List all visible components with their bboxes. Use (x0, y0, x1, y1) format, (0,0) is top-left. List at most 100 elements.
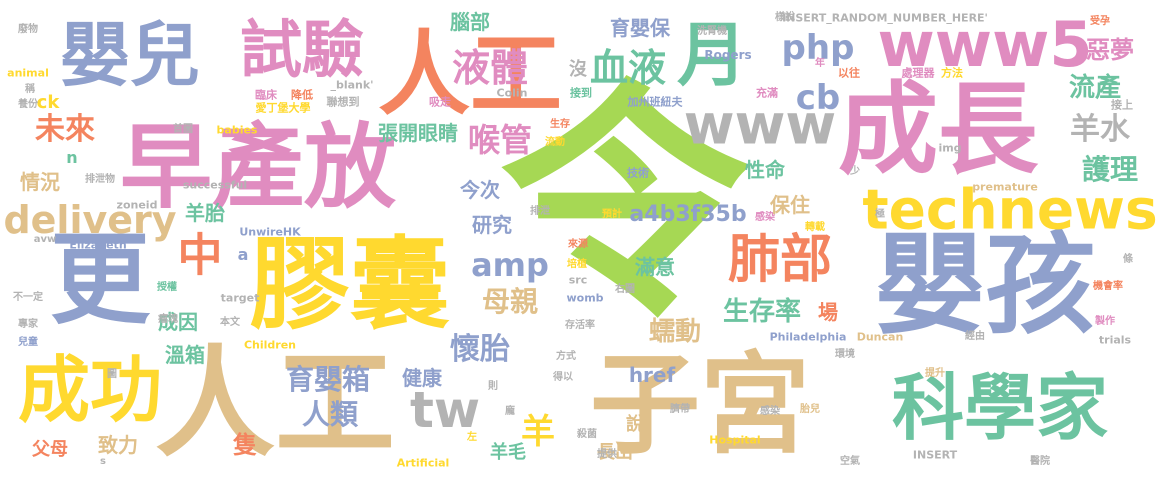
cloud-word: 首圖 (173, 124, 193, 135)
cloud-word: 提升 (925, 368, 945, 379)
cloud-word: 預計 (602, 209, 622, 220)
cloud-word: 降低 (291, 88, 313, 102)
cloud-word: 充滿 (756, 86, 778, 100)
cloud-word: 蠕動 (648, 317, 702, 347)
cloud-word: avw (33, 234, 57, 245)
cloud-word: 中 (177, 228, 223, 282)
cloud-word: 殺菌 (577, 429, 597, 440)
cloud-word: 培植 (567, 259, 587, 270)
cloud-word: babies (216, 123, 258, 137)
cloud-word: trials (1098, 333, 1132, 347)
cloud-word: 父母 (32, 439, 68, 460)
cloud-word: 血液 (589, 46, 667, 90)
cloud-word: 愛丁堡大學 (255, 101, 311, 115)
cloud-word: 瘤塊 (158, 314, 178, 325)
cloud-word: 空氣 (840, 456, 860, 467)
cloud-word: technews (862, 177, 1158, 242)
cloud-word: 今次 (460, 178, 500, 202)
cloud-word: 長出 (597, 442, 633, 463)
cloud-word: 溫箱 (165, 343, 205, 367)
cloud-word: 情況 (20, 170, 60, 194)
cloud-word: 方式 (556, 351, 576, 362)
cloud-word: 臨床 (255, 88, 277, 102)
cloud-word: 感染 (760, 406, 780, 417)
cloud-word: Artificial (396, 456, 450, 470)
cloud-word: UnwireHK (239, 225, 301, 239)
cloud-word: 羊胎 (185, 201, 225, 225)
cloud-word: 健康 (402, 366, 442, 390)
cloud-word: 流動 (545, 137, 565, 148)
cloud-word: a (237, 245, 249, 264)
cloud-word: Hospital (709, 433, 761, 447)
cloud-word: n (66, 148, 78, 167)
cloud-word: 科學家 (891, 366, 1109, 450)
cloud-word: php (781, 28, 855, 68)
cloud-word: 試驗 (239, 13, 365, 86)
cloud-word: a4b3f35b (629, 202, 747, 227)
cloud-word: img (938, 141, 962, 155)
cloud-word: 沒 (569, 59, 587, 80)
cloud-word: 張開眼睛 (378, 121, 458, 145)
cloud-word: 滿意 (635, 255, 675, 279)
cloud-word: 環境 (835, 349, 855, 360)
cloud-word: src (568, 273, 588, 287)
cloud-word: 處理器 (901, 66, 935, 80)
cloud-word: 少 (850, 166, 860, 177)
cloud-word: 更 (50, 221, 150, 338)
cloud-word: Duncan (856, 330, 904, 344)
cloud-word: 樣說 (775, 12, 795, 23)
cloud-word: 存活率 (565, 320, 595, 331)
cloud-word: www (683, 92, 837, 157)
cloud-word: 接到 (570, 86, 592, 100)
cloud-word: 月 (677, 14, 747, 96)
cloud-word: 得以 (553, 372, 573, 383)
cloud-word: animal (7, 66, 49, 80)
cloud-word: 早產放 (119, 114, 397, 221)
cloud-word: 場 (818, 300, 838, 324)
cloud-word: 製作 (1095, 316, 1115, 327)
cloud-word: tw (409, 381, 481, 439)
cloud-word: 研究 (472, 213, 512, 237)
cloud-word: 接上 (1111, 98, 1133, 112)
cloud-word: 未來 (35, 112, 95, 147)
cloud-word: 經由 (965, 331, 985, 342)
cloud-word: 機會率 (1093, 281, 1123, 292)
cloud-word: womb (566, 291, 604, 305)
cloud-word: 感染 (755, 212, 775, 223)
cloud-word: 護理 (1081, 153, 1139, 186)
cloud-word: 嬰孩 (875, 221, 1095, 349)
cloud-word: 來源 (568, 239, 588, 250)
cloud-word: 條 (1123, 254, 1133, 265)
cloud-word: Philadelphia (769, 330, 847, 344)
cloud-word: 洗腎機 (697, 26, 727, 37)
cloud-word: 聯想到 (326, 95, 360, 109)
cloud-word: 左 (467, 432, 477, 443)
cloud-word: successful (182, 178, 248, 192)
cloud-word: 醫院 (1030, 456, 1050, 467)
cloud-word: 兒童 (18, 337, 38, 348)
cloud-word: 技術 (627, 166, 649, 180)
cloud-word: 羊毛 (490, 442, 526, 463)
cloud-word: 母親 (481, 285, 539, 318)
cloud-word: ck (36, 92, 60, 113)
cloud-word: premature (972, 180, 1038, 194)
cloud-word: 方法 (941, 66, 963, 80)
cloud-word: _blank' (330, 78, 374, 92)
cloud-word: 成因 (158, 310, 198, 334)
cloud-word: 吸走 (429, 95, 451, 109)
cloud-word: 轉載 (805, 222, 825, 233)
cloud-word: Children (243, 338, 297, 352)
cloud-word: INSERT_RANDOM_NUMBER_HERE' (782, 11, 988, 25)
cloud-word: 提供 (597, 449, 617, 460)
cloud-word: 則 (488, 381, 498, 392)
cloud-word: target (220, 291, 260, 305)
cloud-word: 人工 (155, 335, 395, 474)
cloud-word: 惡夢 (1086, 36, 1134, 64)
cloud-word: 生存率 (722, 297, 802, 327)
cloud-word: 右圖 (615, 284, 635, 295)
cloud-word: 令 (500, 59, 750, 350)
cloud-word: 人類 (301, 398, 359, 431)
cloud-word: 圖 (107, 369, 117, 380)
cloud-word: 龐 (505, 406, 515, 417)
